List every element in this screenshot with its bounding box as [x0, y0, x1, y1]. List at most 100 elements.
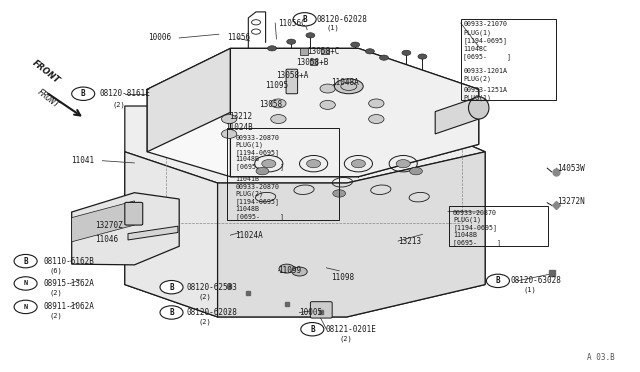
Text: B: B [23, 257, 28, 266]
Text: 13058: 13058 [259, 100, 282, 109]
Circle shape [221, 115, 237, 124]
Text: 00933-20870: 00933-20870 [236, 135, 280, 141]
Polygon shape [128, 226, 178, 240]
Text: B: B [302, 15, 307, 24]
Text: [1194-0695]: [1194-0695] [236, 198, 280, 205]
Text: 08120-8161E: 08120-8161E [99, 89, 150, 98]
Circle shape [160, 306, 183, 319]
Text: 08120-62028: 08120-62028 [316, 15, 367, 24]
Text: 11048B: 11048B [236, 206, 260, 212]
Text: 10006: 10006 [148, 33, 172, 42]
Text: 11048A: 11048A [332, 78, 359, 87]
Text: PLUG(1): PLUG(1) [463, 94, 492, 101]
Polygon shape [435, 97, 479, 134]
Text: FRONT: FRONT [35, 87, 60, 110]
Text: 11046: 11046 [95, 235, 118, 244]
Text: N: N [24, 304, 28, 310]
Circle shape [307, 160, 321, 168]
Text: 00933-1201A: 00933-1201A [463, 68, 508, 74]
Text: 13058+C: 13058+C [307, 47, 340, 56]
Text: B: B [495, 276, 500, 285]
Ellipse shape [335, 79, 364, 94]
Text: 00933-20870: 00933-20870 [453, 210, 497, 216]
Circle shape [72, 87, 95, 100]
Text: 11098: 11098 [332, 273, 355, 282]
Text: FRONT: FRONT [31, 59, 61, 86]
Circle shape [418, 54, 427, 59]
Polygon shape [125, 106, 485, 183]
Circle shape [14, 277, 37, 290]
Text: [1194-0695]: [1194-0695] [463, 38, 508, 44]
Text: [0695-     ]: [0695- ] [236, 213, 284, 220]
Text: (1): (1) [524, 287, 536, 294]
Text: 11024B: 11024B [225, 123, 253, 132]
Circle shape [301, 323, 324, 336]
Text: 11056: 11056 [227, 33, 250, 42]
Text: B: B [169, 308, 174, 317]
Text: 11048C: 11048C [463, 46, 488, 52]
Text: B: B [169, 283, 174, 292]
Text: 11048B: 11048B [453, 232, 477, 238]
Circle shape [365, 49, 374, 54]
Text: 13272N: 13272N [557, 197, 584, 206]
Polygon shape [147, 48, 230, 152]
Polygon shape [72, 201, 134, 242]
FancyBboxPatch shape [310, 302, 332, 318]
Text: A 03.B: A 03.B [587, 353, 614, 362]
Circle shape [369, 115, 384, 124]
Text: 08120-62533: 08120-62533 [187, 283, 237, 292]
Circle shape [268, 46, 276, 51]
Text: 13212: 13212 [229, 112, 252, 121]
Text: PLUG(1): PLUG(1) [236, 142, 264, 148]
Circle shape [402, 50, 411, 55]
FancyBboxPatch shape [125, 202, 143, 225]
Text: 08110-6162B: 08110-6162B [44, 257, 94, 266]
Polygon shape [218, 152, 485, 317]
FancyBboxPatch shape [300, 48, 308, 55]
Text: 11099: 11099 [278, 266, 301, 275]
Text: 11056C: 11056C [278, 19, 306, 28]
Text: (2): (2) [339, 335, 352, 342]
Circle shape [292, 267, 307, 276]
Text: (2): (2) [50, 313, 63, 320]
Circle shape [351, 42, 360, 47]
Circle shape [396, 160, 410, 168]
FancyBboxPatch shape [321, 48, 329, 54]
Text: 08911-1062A: 08911-1062A [44, 302, 94, 311]
Circle shape [262, 160, 276, 168]
Text: 11041: 11041 [72, 156, 95, 165]
Text: (2): (2) [112, 102, 125, 108]
Polygon shape [72, 193, 179, 265]
Text: 13270Z: 13270Z [95, 221, 122, 230]
Text: 00933-20870: 00933-20870 [236, 184, 280, 190]
Circle shape [320, 100, 335, 109]
Text: 13213: 13213 [398, 237, 421, 246]
Circle shape [14, 300, 37, 314]
Text: 11024A: 11024A [236, 231, 263, 240]
Ellipse shape [468, 97, 489, 119]
Text: (2): (2) [50, 290, 63, 296]
Text: N: N [24, 280, 28, 286]
Circle shape [380, 55, 388, 60]
Text: PLUG(1): PLUG(1) [453, 217, 481, 224]
Circle shape [306, 33, 315, 38]
Text: 11041B: 11041B [236, 176, 260, 182]
Circle shape [333, 190, 346, 197]
Text: 08915-1362A: 08915-1362A [44, 279, 94, 288]
Circle shape [271, 99, 286, 108]
Text: 00933-1251A: 00933-1251A [463, 87, 508, 93]
Text: [0695-     ]: [0695- ] [453, 239, 501, 246]
Circle shape [287, 39, 296, 44]
Polygon shape [147, 48, 479, 177]
Text: 10005: 10005 [300, 308, 323, 317]
Circle shape [160, 280, 183, 294]
Polygon shape [125, 152, 218, 317]
FancyBboxPatch shape [286, 69, 298, 94]
Text: 08121-0201E: 08121-0201E [325, 325, 376, 334]
Text: B: B [81, 89, 86, 98]
Text: 08120-63028: 08120-63028 [511, 276, 561, 285]
Text: [1194-0695]: [1194-0695] [453, 224, 497, 231]
FancyBboxPatch shape [310, 59, 317, 65]
Circle shape [256, 167, 269, 175]
Circle shape [410, 167, 422, 175]
